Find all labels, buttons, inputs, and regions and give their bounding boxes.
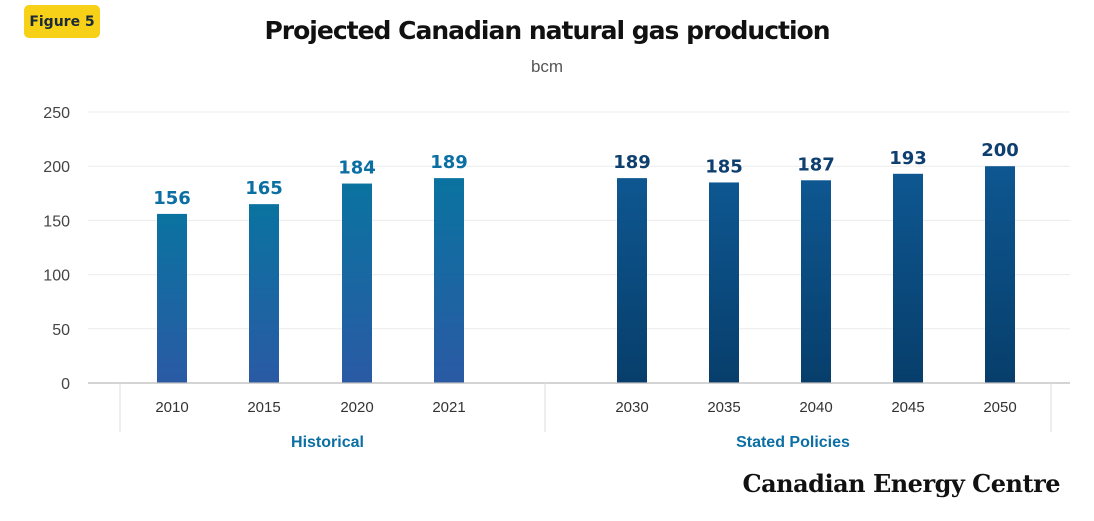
data-label: 189 — [430, 152, 468, 173]
x-tick-label: 2015 — [247, 399, 280, 416]
data-label: 189 — [613, 152, 651, 173]
bar-2040 — [801, 180, 831, 383]
x-tick-label: 2040 — [799, 399, 832, 416]
data-label: 193 — [889, 148, 927, 169]
y-tick-label: 250 — [43, 105, 70, 122]
x-tick-label: 2035 — [707, 399, 740, 416]
y-axis: 0 50 100 150 200 250 — [43, 105, 70, 393]
bar-2015 — [249, 204, 279, 383]
group-label: Stated Policies — [736, 434, 850, 451]
bar-2010 — [157, 213, 187, 383]
x-tick-label: 2045 — [891, 399, 924, 416]
x-tick-label: 2020 — [340, 399, 373, 416]
y-tick-label: 200 — [43, 159, 70, 176]
data-label: 156 — [153, 188, 191, 209]
bar-2021 — [434, 178, 464, 383]
x-tick-label: 2050 — [983, 399, 1016, 416]
data-label: 187 — [797, 154, 835, 175]
chart-subtitle: bcm — [530, 57, 564, 76]
x-tick-label: 2010 — [155, 399, 188, 416]
chart-title: Projected Canadian natural gas productio… — [264, 16, 830, 45]
x-tick-label: 2030 — [615, 399, 648, 416]
data-label: 165 — [245, 178, 283, 199]
bars: 156 165 184 189 189 185 187 193 200 — [153, 140, 1019, 383]
bar-2035 — [709, 182, 739, 383]
group-label: Historical — [291, 434, 364, 451]
y-tick-label: 100 — [43, 268, 70, 285]
bar-2030 — [617, 178, 647, 383]
bar-2050 — [985, 166, 1015, 383]
data-label: 200 — [981, 140, 1019, 161]
y-tick-label: 50 — [52, 322, 70, 339]
y-tick-label: 0 — [61, 376, 70, 393]
data-label: 184 — [338, 158, 376, 179]
x-axis: 2010 2015 2020 2021 Historical 2030 2035 2040 20… — [88, 382, 1070, 451]
x-tick-label: 2021 — [432, 399, 465, 416]
figure-badge: Figure 5 — [24, 5, 100, 38]
bar-2045 — [893, 173, 923, 383]
data-label: 185 — [705, 156, 743, 177]
bar-2020 — [342, 183, 372, 383]
y-tick-label: 150 — [43, 213, 70, 230]
brand-logo: Canadian Energy Centre — [742, 469, 1061, 498]
